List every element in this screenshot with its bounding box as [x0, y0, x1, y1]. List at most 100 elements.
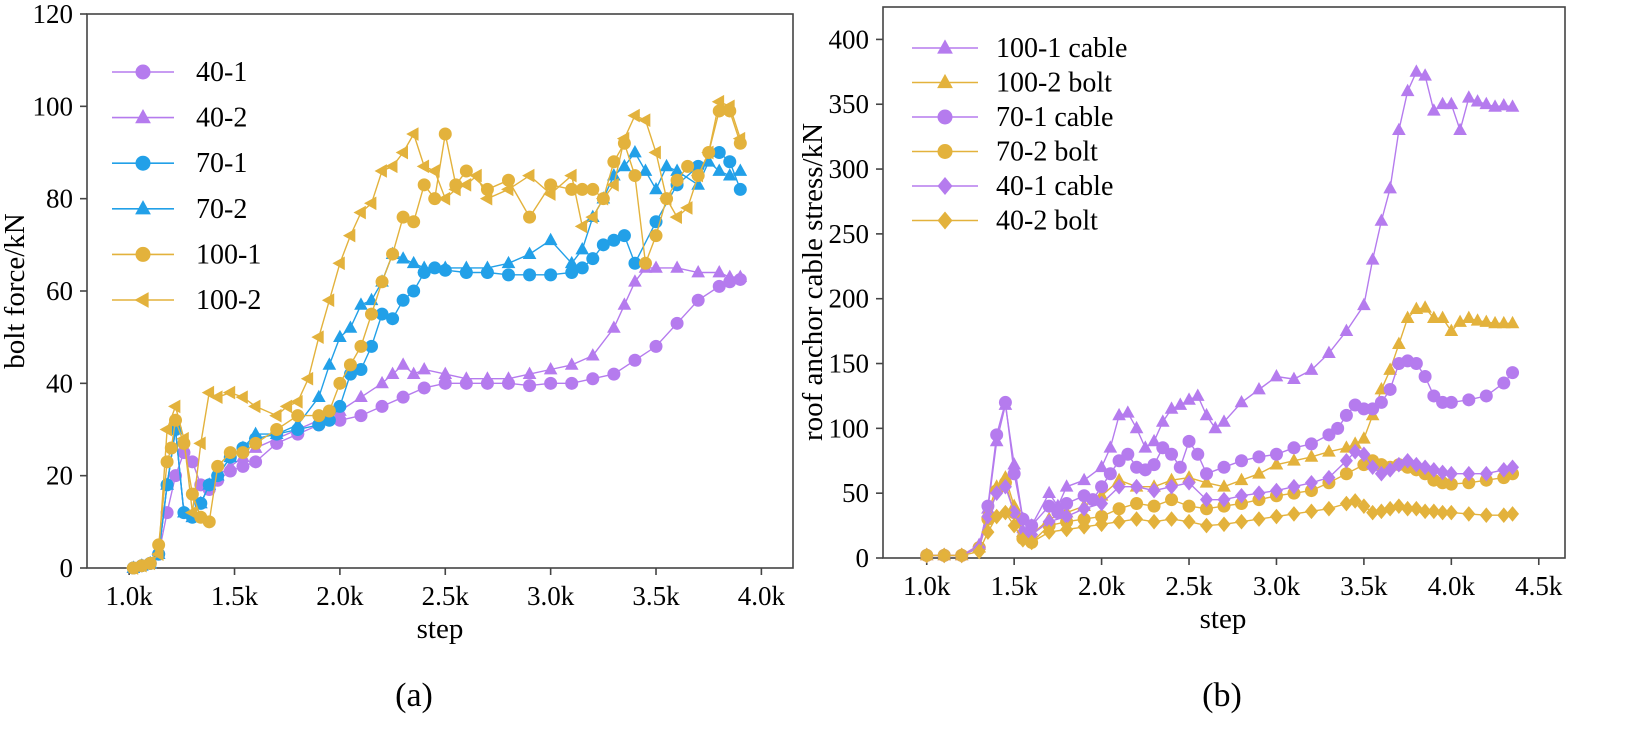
- legend-label: 40-2: [196, 103, 247, 134]
- data-point: [459, 164, 473, 178]
- data-point: [1357, 297, 1371, 311]
- data-point: [1120, 405, 1135, 418]
- data-point: [185, 455, 199, 469]
- series-70-2: [126, 145, 748, 573]
- data-point: [1200, 517, 1214, 534]
- data-point: [354, 409, 368, 423]
- data-point: [998, 395, 1012, 409]
- data-point: [270, 423, 284, 436]
- data-point: [1462, 393, 1476, 407]
- data-point: [565, 376, 579, 390]
- data-point: [343, 320, 358, 333]
- data-point: [1025, 534, 1039, 551]
- x-tick-label: 2.0k: [1078, 571, 1126, 601]
- legend-entry: 100-1 cable: [912, 33, 1127, 64]
- data-point: [1427, 503, 1441, 520]
- y-tick-label: 0: [60, 553, 74, 583]
- data-point: [1479, 96, 1494, 110]
- legend-label: 40-1 cable: [996, 171, 1113, 202]
- data-point: [1479, 314, 1494, 327]
- data-point: [1409, 357, 1423, 371]
- data-point: [223, 446, 237, 460]
- data-point: [437, 191, 451, 206]
- data-point: [168, 399, 181, 414]
- data-point: [523, 210, 537, 224]
- data-point: [990, 485, 1004, 501]
- data-point: [1374, 213, 1389, 226]
- data-point: [998, 478, 1012, 495]
- data-point: [1121, 447, 1135, 461]
- data-point: [269, 408, 282, 423]
- data-point: [522, 168, 535, 183]
- x-tick-label: 2.5k: [422, 581, 470, 611]
- data-point: [1217, 460, 1231, 474]
- data-point: [1374, 395, 1388, 409]
- data-point: [1234, 487, 1248, 504]
- data-point: [1182, 499, 1196, 513]
- data-point: [1496, 315, 1511, 329]
- data-point: [1435, 310, 1450, 324]
- data-point: [722, 99, 735, 114]
- caption-b: (b): [1202, 677, 1242, 714]
- data-point: [564, 168, 577, 183]
- data-point: [1199, 407, 1214, 421]
- data-point: [279, 399, 293, 414]
- data-point: [1199, 475, 1214, 488]
- data-point: [1444, 465, 1458, 482]
- y-tick-label: 120: [33, 0, 74, 29]
- y-tick-label: 60: [46, 276, 73, 306]
- data-point: [659, 158, 674, 172]
- data-point: [670, 163, 684, 176]
- data-point: [575, 241, 590, 255]
- data-point: [1497, 462, 1511, 478]
- data-point: [193, 495, 208, 509]
- x-tick-label: 4.0k: [738, 581, 786, 611]
- x-axis-label: step: [417, 613, 464, 645]
- data-point: [586, 252, 600, 266]
- data-point: [1130, 511, 1144, 527]
- data-point: [1269, 457, 1284, 470]
- legend-entry: 70-2: [112, 194, 247, 225]
- data-point: [448, 182, 461, 197]
- data-point: [311, 389, 326, 403]
- data-point: [177, 446, 191, 460]
- data-point: [1190, 388, 1205, 401]
- data-point: [342, 228, 356, 243]
- data-point: [649, 181, 663, 195]
- data-point: [972, 543, 986, 560]
- data-point: [543, 187, 556, 201]
- x-tick-label: 2.5k: [1165, 571, 1213, 601]
- data-point: [1453, 314, 1467, 327]
- data-point: [998, 504, 1012, 521]
- data-point: [343, 358, 357, 372]
- data-point: [701, 154, 716, 167]
- data-point: [1147, 499, 1161, 513]
- data-point: [406, 255, 421, 269]
- data-point: [606, 177, 619, 192]
- data-point: [1269, 447, 1283, 461]
- data-point: [617, 297, 632, 310]
- data-point: [202, 477, 217, 490]
- data-point: [1505, 99, 1520, 112]
- data-point: [375, 307, 389, 321]
- data-point: [1200, 467, 1214, 481]
- data-point: [1287, 453, 1301, 466]
- legend-entry: 40-1 cable: [912, 171, 1113, 202]
- y-tick-label: 20: [46, 461, 73, 491]
- data-point: [990, 508, 1004, 525]
- data-point: [1339, 323, 1354, 336]
- data-point: [249, 436, 263, 450]
- data-point: [185, 487, 199, 501]
- data-point: [1348, 443, 1362, 460]
- data-point: [937, 547, 951, 564]
- data-point: [1444, 96, 1459, 110]
- data-point: [1418, 68, 1432, 81]
- data-point: [628, 274, 642, 287]
- x-tick-label: 1.5k: [991, 571, 1039, 601]
- data-point: [1252, 485, 1266, 501]
- data-point: [733, 163, 748, 176]
- data-point: [628, 256, 642, 270]
- data-point: [722, 269, 737, 283]
- data-point: [300, 371, 314, 386]
- data-point: [407, 215, 421, 229]
